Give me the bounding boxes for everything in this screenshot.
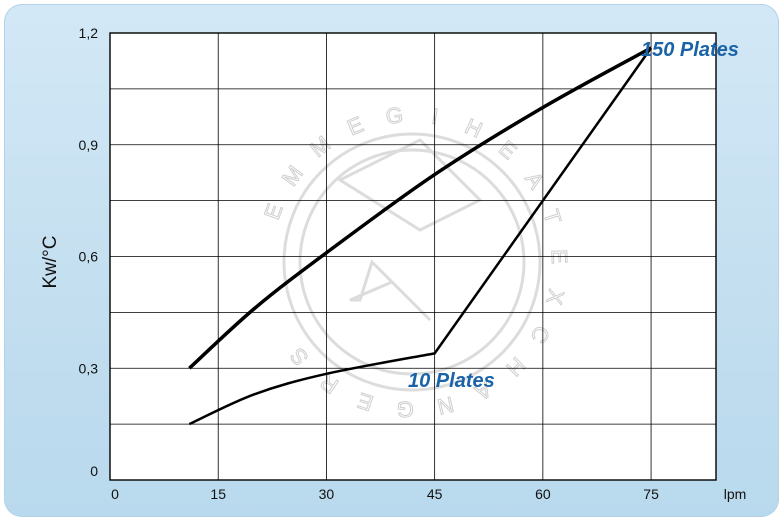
series-line-10-plates [188,47,653,426]
series-line-150-plates [188,46,652,370]
x-tick-label: 15 [210,486,226,502]
x-axis-label: lpm [724,486,747,502]
y-tick-label: 0,6 [79,249,99,265]
watermark-letter: G [396,396,414,422]
watermark-logo [282,132,542,392]
watermark-letter: X [541,287,569,307]
plot-border [109,32,717,481]
x-tick-label: 30 [319,486,335,502]
x-tick-label: 75 [643,486,659,502]
y-tick-label: 1,2 [79,25,99,41]
y-tick-label: 0,3 [79,360,99,376]
y-tick-label: 0,9 [79,137,99,153]
x-tick-label: 0 [111,486,119,502]
watermark-ring-inner [298,148,526,376]
series-label-150-plates: 150 Plates [641,39,739,61]
watermark-ring [282,132,542,392]
watermark-letter: N [435,392,456,420]
watermark-letter: G [384,102,404,129]
watermark-arrow [336,138,483,322]
y-axis-label: Kw/°C [40,236,61,289]
x-tick-label: 60 [535,486,551,502]
x-tick-label: 45 [427,486,443,502]
series-label-10-plates: 10 Plates [408,370,495,392]
y-tick-label: 0 [90,463,98,479]
